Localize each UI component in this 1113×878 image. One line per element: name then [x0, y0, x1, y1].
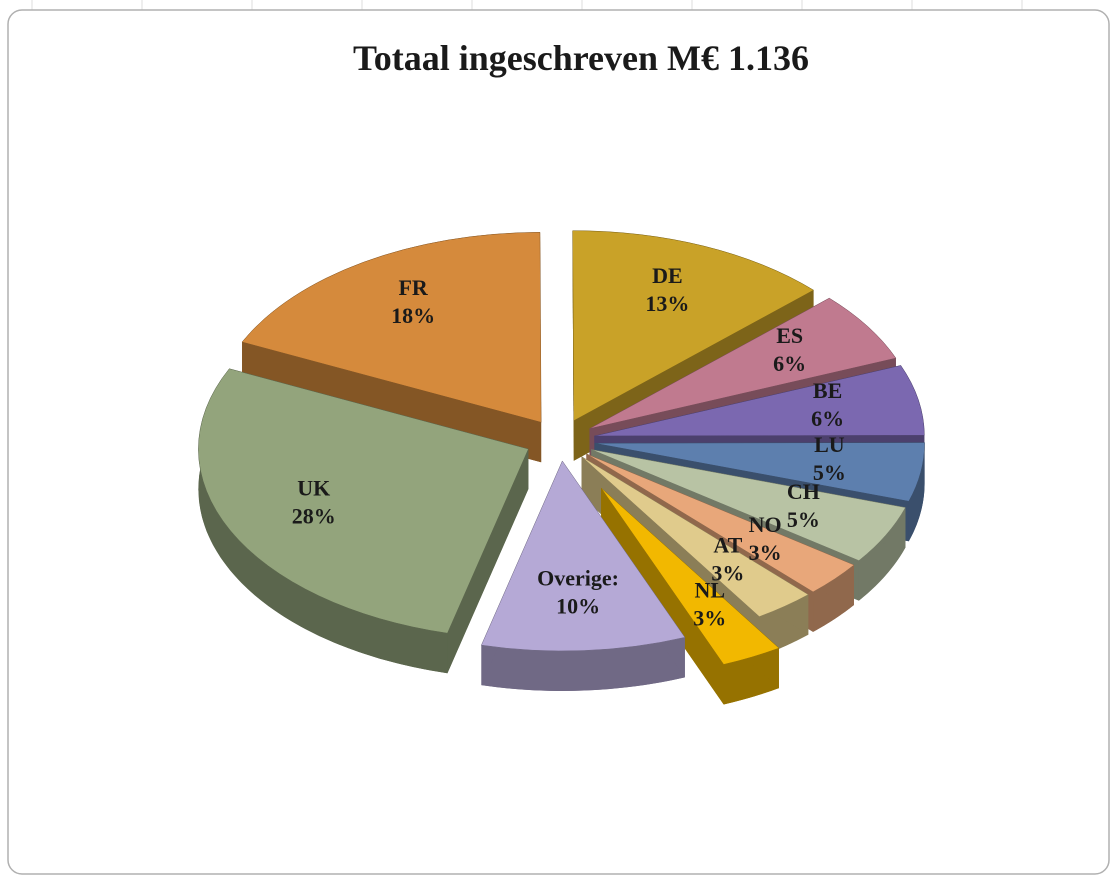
slice-value-label: 10%: [556, 593, 600, 618]
sheet-grid: [31, 0, 1023, 10]
chart-title: Totaal ingeschreven M€ 1.136: [353, 38, 809, 78]
slice: [591, 449, 906, 561]
slice-label: CH: [787, 479, 820, 504]
slice-label: Overige:: [537, 565, 619, 590]
slice-value-label: 6%: [811, 406, 844, 431]
slice-edge: [198, 368, 448, 674]
slice: [586, 453, 855, 593]
plot: DE13%FR18%ES6%BE6%LU5%UK28%CH5%NO3%AT3%N…: [198, 230, 925, 705]
chart-area: [7, 9, 1110, 875]
slice: [572, 230, 815, 422]
slice-edge: [481, 637, 685, 691]
slice-label: DE: [652, 263, 683, 288]
slice-value-label: 28%: [292, 504, 336, 529]
slice: [241, 232, 542, 423]
slice-value-label: 18%: [391, 303, 435, 328]
slice-face: [601, 488, 724, 705]
slice: [600, 487, 780, 665]
slice: [481, 460, 686, 652]
slice-label: ES: [776, 323, 803, 348]
slice-face: [447, 449, 529, 674]
slice: [198, 368, 529, 634]
slice-value-label: 3%: [693, 606, 726, 631]
slice-label: UK: [297, 476, 330, 501]
slice-value-label: 6%: [773, 351, 806, 376]
slice-label: BE: [813, 378, 842, 403]
slice-value-label: 3%: [711, 560, 744, 585]
slice: [581, 456, 809, 617]
slice-value-label: 5%: [787, 507, 820, 532]
slice-edge: [908, 442, 925, 542]
slice-label: LU: [814, 432, 845, 457]
slice: [594, 442, 925, 502]
slice-label: NL: [694, 578, 725, 603]
slice-label: NO: [749, 512, 782, 537]
slice-value-label: 5%: [813, 460, 846, 485]
slice-label: AT: [713, 532, 742, 557]
slice-label: FR: [398, 275, 428, 300]
slice: [594, 365, 925, 437]
slice-value-label: 3%: [749, 540, 782, 565]
slice: [589, 297, 897, 429]
slice-value-label: 13%: [645, 291, 689, 316]
